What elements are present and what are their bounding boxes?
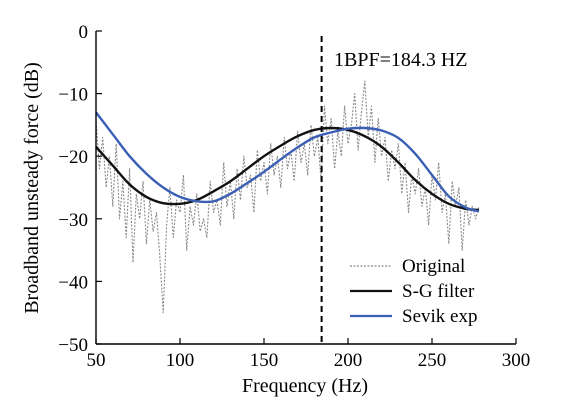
y-tick-label: −20 [58,147,88,168]
y-tick-label: −40 [58,272,88,293]
legend: Original S-G filter Sevik exp [350,256,477,327]
x-tick-label: 50 [87,350,106,371]
y-tick-label: −10 [58,85,88,106]
bpf-annotation: 1BPF=184.3 HZ [334,49,468,71]
legend-label: S-G filter [402,281,475,302]
series-line-sevik-exp [95,111,480,213]
y-tick-label: −30 [58,210,88,231]
x-tick-label: 150 [250,350,279,371]
x-tick-label: 300 [502,350,531,371]
legend-label: Original [402,256,465,277]
axes-layer [95,31,516,345]
y-tick-label: −50 [58,335,88,356]
legend-label: Sevik exp [402,306,477,327]
y-axis-label: Broadband unsteady force (dB) [21,62,43,314]
ticks-layer: 50 100 150 200 250 300 0 −10 −20 −30 −40 −50 [58,22,530,371]
series-line-original [95,80,480,314]
series-layer [95,80,480,314]
x-tick-label: 250 [418,350,447,371]
y-tick-label: 0 [79,22,89,43]
x-tick-label: 200 [334,350,363,371]
x-axis-label: Frequency (Hz) [242,375,368,397]
x-tick-label: 100 [166,350,195,371]
series-line-s-g-filter [95,126,480,212]
annotation-layer: 1BPF=184.3 HZ [320,36,468,344]
